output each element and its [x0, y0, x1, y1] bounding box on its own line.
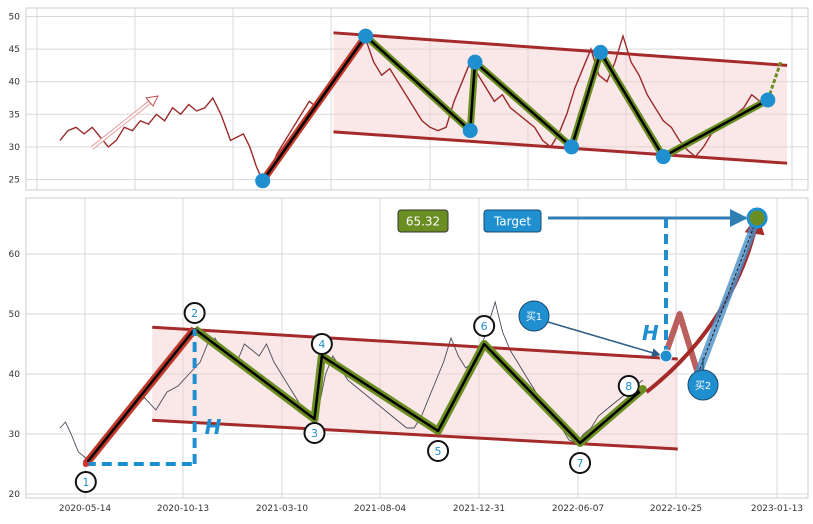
point-8-dot [638, 385, 647, 393]
target-label-box: Target [483, 209, 542, 233]
bottom-y-tick-label: 20 [9, 490, 21, 500]
top-pivot-marker [255, 173, 271, 189]
bottom-x-tick-label: 2022-10-25 [650, 504, 702, 514]
bottom-x-tick-label: 2021-12-31 [453, 504, 505, 514]
target-label-text: Target [493, 215, 531, 229]
pattern-point-circle [569, 452, 592, 474]
bottom-x-tick-label: 2020-05-14 [59, 504, 112, 514]
pattern-point-label: 2 [191, 307, 198, 320]
pattern-point-circle [74, 471, 97, 493]
pattern-point-circle [473, 315, 496, 337]
pattern-point-circle [427, 440, 450, 462]
top-price-line [59, 33, 768, 183]
bottom-y-tick-label: 60 [9, 250, 21, 260]
top-y-ticks: 25 30 35 40 45 50 [9, 13, 21, 186]
top-decorative-arrow-inner [91, 97, 156, 149]
bottom-first-leg-line [84, 328, 196, 465]
top-y-tick-label: 40 [9, 78, 21, 88]
pattern-point-label: 1 [82, 476, 89, 489]
buy1-point-marker [659, 349, 673, 363]
buy1-pointer [547, 321, 661, 358]
top-y-tick-label: 50 [9, 13, 21, 23]
bottom-y-ticks: 20 30 40 50 60 [9, 250, 21, 500]
top-pivot-marker [760, 92, 776, 108]
top-decorative-arrow-head [145, 95, 159, 107]
forecast-zigzag [662, 311, 701, 375]
pattern-point-label: 4 [318, 338, 325, 351]
bottom-channel-fill [152, 327, 678, 449]
target-projection-line [697, 217, 758, 375]
pattern-point-circle [310, 333, 333, 355]
bottom-y-tick-label: 30 [9, 430, 21, 440]
height-label-left: H [205, 415, 222, 439]
height-label-right: H [642, 321, 659, 345]
bottom-channel-upper-line [152, 325, 678, 361]
bottom-x-tick-label: 2021-08-04 [354, 504, 407, 514]
top-pivot-marker [593, 44, 609, 60]
top-first-leg [259, 34, 369, 183]
bottom-y-tick-label: 40 [9, 370, 21, 380]
top-pivot-marker [564, 139, 580, 155]
bottom-x-tick-label: 2022-06-07 [552, 504, 604, 514]
top-y-tick-label: 25 [9, 175, 20, 185]
bottom-x-ticks: 2020-05-14 2020-10-13 2021-03-10 2021-08-04… [59, 504, 803, 514]
pattern-point-labels: 1 2 3 4 5 6 7 8 [74, 302, 640, 493]
pattern-point-label: 6 [481, 320, 488, 333]
pattern-point-circle [303, 422, 326, 444]
bottom-x-tick-label: 2021-03-10 [256, 504, 309, 514]
top-y-tick-label: 30 [9, 143, 21, 153]
pattern-point-circle [183, 302, 206, 324]
top-y-tick-label: 45 [9, 45, 20, 55]
top-pivot-marker [655, 149, 671, 165]
top-channel-upper-line [333, 31, 788, 67]
start-point-dot [82, 461, 89, 467]
bottom-zigzag-line [193, 328, 644, 445]
bottom-y-tick-label: 50 [9, 310, 21, 320]
pattern-point-label: 5 [435, 445, 442, 458]
buy1-text: 买1 [526, 311, 542, 323]
bottom-channel-lower-line [152, 418, 678, 451]
buy1-badge [518, 300, 550, 332]
top-channel-lower-line [333, 130, 788, 165]
top-markers [255, 28, 776, 189]
buy2-text: 买2 [695, 380, 711, 392]
target-value-box: 65.32 [397, 209, 449, 233]
top-pivot-marker [462, 123, 478, 139]
top-pivot-marker [358, 28, 374, 44]
top-first-leg-line [261, 35, 367, 182]
top-pivot-marker [467, 54, 483, 70]
pattern-point-circle [617, 375, 640, 397]
top-panel: 25 30 35 40 45 50 [9, 7, 809, 191]
bottom-panel: 20 30 40 50 60 2020-05-14 2020-10-13 2021-03-1… [9, 197, 809, 514]
bottom-x-tick-label: 2023-01-13 [751, 504, 803, 514]
target-point-marker [746, 207, 768, 229]
pattern-point-label: 3 [311, 427, 318, 440]
bottom-first-leg [82, 326, 198, 467]
buy2-badge [687, 369, 719, 401]
top-y-tick-label: 35 [9, 110, 20, 120]
top-grid [26, 8, 808, 190]
bottom-x-tick-label: 2020-10-13 [157, 504, 209, 514]
target-value-text: 65.32 [406, 215, 440, 229]
pattern-point-label: 8 [625, 380, 632, 393]
pattern-point-label: 7 [577, 457, 584, 470]
